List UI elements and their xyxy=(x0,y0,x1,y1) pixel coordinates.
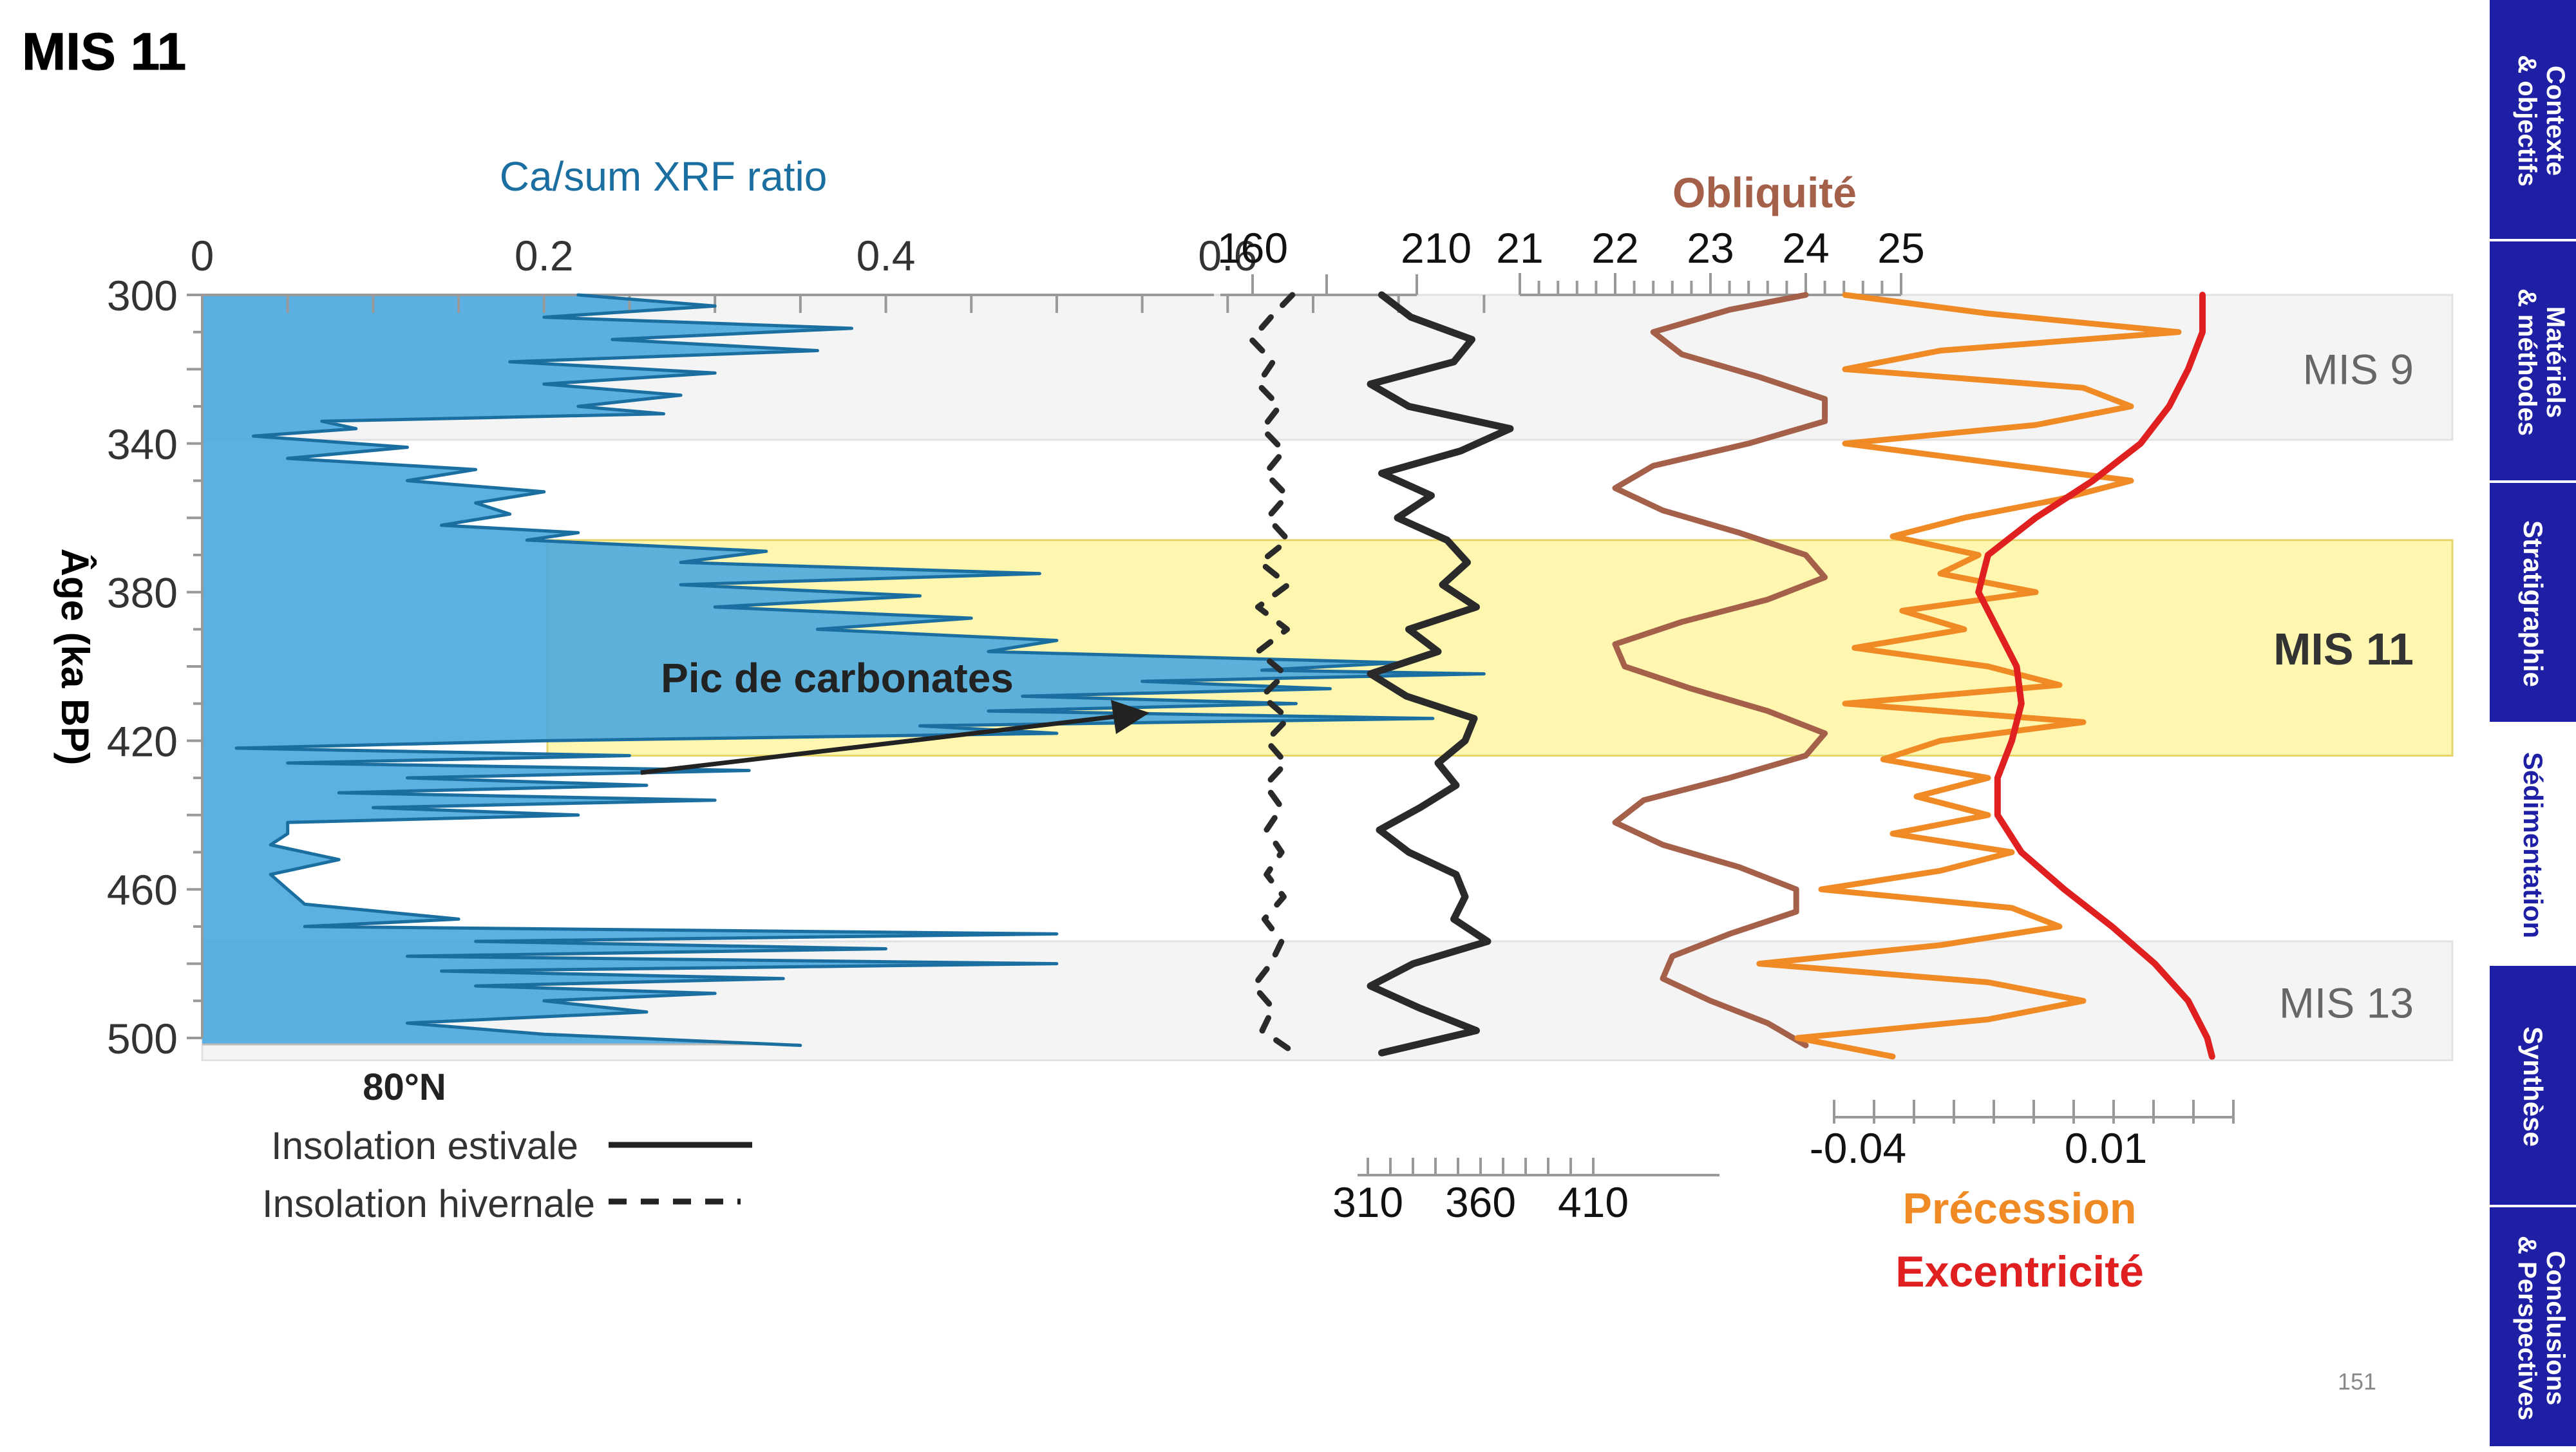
y-tick-label: 300 xyxy=(107,272,178,319)
sidebar-tab-label: Sédimentation xyxy=(2518,752,2548,938)
sidebar-tab-bg xyxy=(2490,966,2576,1205)
obliquity-tick-label: 24 xyxy=(1782,224,1829,272)
stage-label-2: MIS 13 xyxy=(2279,979,2414,1026)
obliquity-line xyxy=(1612,292,1828,1048)
obliquity-tick-label: 21 xyxy=(1496,224,1543,272)
y-tick-label: 380 xyxy=(107,569,178,617)
precession-tick-label: 0.01 xyxy=(2065,1124,2147,1172)
xrf-area xyxy=(202,295,1484,1046)
obliquity-tick-label: 25 xyxy=(1877,224,1924,272)
sidebar-tab-1[interactable]: Matériels& méthodes xyxy=(2490,241,2576,480)
annotation-text: Pic de carbonates xyxy=(661,655,1014,701)
sidebar-tab-bg xyxy=(2490,0,2576,239)
sidebar-tab-2[interactable]: Stratigraphie xyxy=(2490,483,2576,722)
annotation-arrow-line xyxy=(640,714,1115,775)
sidebar-tab-label: & Perspectives xyxy=(2513,1236,2541,1420)
sidebar-tab-label: Conclusions xyxy=(2541,1250,2570,1405)
y-tick-label: 340 xyxy=(107,420,178,468)
legend-winter-label: Insolation hivernale xyxy=(262,1182,595,1225)
legend-summer-label: Insolation estivale xyxy=(271,1124,578,1167)
series-layer xyxy=(234,291,2215,1060)
y-tick-label: 460 xyxy=(107,866,178,914)
sidebar-tab-4[interactable]: Synthèse xyxy=(2490,966,2576,1205)
summer-insolation-line xyxy=(1367,291,1514,1057)
winter-tick-label: 160 xyxy=(1217,224,1288,272)
sidebar-tab-0[interactable]: Contexte& objectifs xyxy=(2490,0,2576,239)
sidebar-tab-3[interactable]: Sédimentation xyxy=(2490,724,2576,963)
xrf-tick-label: 0.2 xyxy=(515,232,574,279)
stage-label-1: MIS 11 xyxy=(2273,624,2414,674)
xrf-tick-label: 0.6 xyxy=(1198,232,1257,279)
xrf-fill xyxy=(202,295,1484,1046)
sidebar-tab-label: Stratigraphie xyxy=(2518,520,2548,687)
sidebar-tab-label: Matériels xyxy=(2541,306,2570,418)
stage-label-0: MIS 9 xyxy=(2303,346,2414,393)
y-tick-label: 500 xyxy=(107,1015,178,1062)
sidebar-tab-label: & méthodes xyxy=(2513,288,2541,436)
sidebar-tab-label: Synthèse xyxy=(2518,1026,2548,1147)
page-number: 151 xyxy=(2338,1368,2376,1395)
slide-title: MIS 11 xyxy=(22,23,186,81)
xrf-tick-label: 0 xyxy=(191,232,214,279)
xrf-axis-title: Ca/sum XRF ratio xyxy=(500,153,828,200)
sidebar-tab-bg xyxy=(2490,724,2576,963)
stage-bands: MIS 9 MIS 11 MIS 13 xyxy=(201,294,2454,1062)
summer-bottom-tick-label: 310 xyxy=(1332,1178,1403,1226)
precession-tick-label: -0.04 xyxy=(1810,1124,1906,1172)
summer-top-tick-label: 210 xyxy=(1401,224,1472,272)
sidebar-tab-bg xyxy=(2490,1207,2576,1446)
sidebar-tab-bg xyxy=(2490,483,2576,722)
legend-latitude: 80°N xyxy=(363,1066,446,1108)
summer-bottom-tick-label: 410 xyxy=(1558,1178,1629,1226)
eccentricity-line xyxy=(1975,292,2215,1060)
annotation-arrowhead xyxy=(1111,700,1150,734)
obliquity-tick-label: 23 xyxy=(1687,224,1734,272)
xrf-tick-label: 0.4 xyxy=(857,232,916,279)
obliquity-axis-title: Obliquité xyxy=(1672,169,1857,216)
precession-label: Précession xyxy=(1903,1184,2137,1233)
summer-bottom-tick-label: 360 xyxy=(1445,1178,1516,1226)
obliquity-tick-label: 22 xyxy=(1591,224,1638,272)
xrf-line xyxy=(234,293,1486,1047)
winter-insolation-line xyxy=(1248,292,1298,1056)
y-axis-label: Âge (ka BP) xyxy=(53,549,97,766)
sidebar-tab-5[interactable]: Conclusions& Perspectives xyxy=(2490,1207,2576,1446)
eccentricity-label: Excentricité xyxy=(1895,1247,2144,1296)
sidebar-tab-bg xyxy=(2490,241,2576,480)
sidebar-tab-label: & objectifs xyxy=(2513,55,2541,186)
y-tick-label: 420 xyxy=(107,717,178,765)
precession-line xyxy=(1756,292,2182,1060)
sidebar-tab-label: Contexte xyxy=(2541,66,2570,176)
